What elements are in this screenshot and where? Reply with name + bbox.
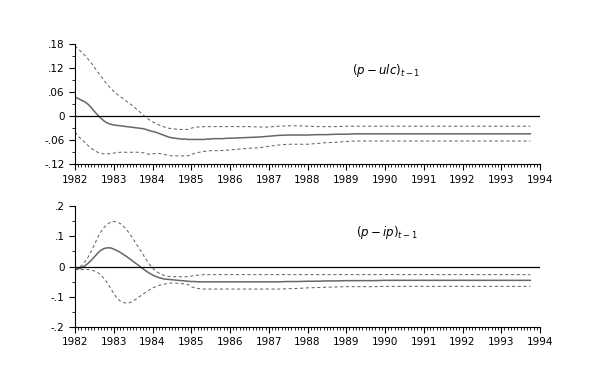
Text: $(p-ulc)_{t-1}$: $(p-ulc)_{t-1}$ (352, 62, 421, 79)
Text: $(p-ip)_{t-1}$: $(p-ip)_{t-1}$ (356, 224, 418, 241)
